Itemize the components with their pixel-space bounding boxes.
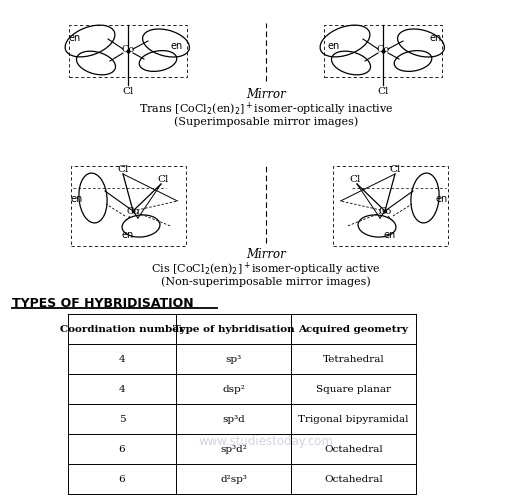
- Text: sp³d²: sp³d²: [220, 444, 247, 453]
- Text: en: en: [435, 193, 447, 203]
- Text: (Non-superimposable mirror images): (Non-superimposable mirror images): [161, 276, 371, 287]
- Text: Acquired geometry: Acquired geometry: [298, 325, 409, 334]
- Text: Co: Co: [127, 207, 139, 216]
- Text: Mirror: Mirror: [246, 247, 286, 260]
- Text: Cl: Cl: [389, 164, 401, 173]
- Text: 5: 5: [119, 415, 126, 424]
- Text: Cl: Cl: [377, 86, 389, 95]
- Text: Tetrahedral: Tetrahedral: [322, 355, 385, 364]
- Text: Cis [CoCl$_2$(en)$_2$]$^+$isomer-optically active: Cis [CoCl$_2$(en)$_2$]$^+$isomer-optical…: [151, 260, 381, 277]
- Text: Coordination number: Coordination number: [60, 325, 184, 334]
- Text: www.studiestoday.com: www.studiestoday.com: [198, 435, 334, 447]
- Text: Type of hybridisation: Type of hybridisation: [173, 325, 294, 334]
- Text: 6: 6: [119, 474, 126, 483]
- Text: Co: Co: [376, 46, 389, 55]
- Text: en: en: [171, 41, 183, 51]
- Text: en: en: [122, 229, 134, 239]
- Text: Trans [CoCl$_2$(en)$_2$]$^+$isomer-optically inactive: Trans [CoCl$_2$(en)$_2$]$^+$isomer-optic…: [139, 100, 393, 117]
- Text: Cl: Cl: [122, 86, 134, 95]
- Text: sp³d: sp³d: [222, 415, 245, 424]
- Text: TYPES OF HYBRIDISATION: TYPES OF HYBRIDISATION: [12, 297, 194, 310]
- Text: Mirror: Mirror: [246, 87, 286, 100]
- Text: en: en: [384, 229, 396, 239]
- Text: dsp²: dsp²: [222, 385, 245, 394]
- Text: Co: Co: [121, 46, 135, 55]
- Text: Co: Co: [378, 207, 392, 216]
- Text: Octahedral: Octahedral: [324, 474, 383, 483]
- Bar: [71, 167, 186, 246]
- Text: Trigonal bipyramidal: Trigonal bipyramidal: [298, 415, 409, 424]
- Text: Cl: Cl: [118, 164, 129, 173]
- Text: Cl: Cl: [157, 174, 169, 183]
- Text: en: en: [328, 41, 340, 51]
- Text: Square planar: Square planar: [316, 385, 391, 394]
- Text: en: en: [430, 33, 442, 43]
- Bar: [324, 26, 442, 78]
- Text: 4: 4: [119, 385, 126, 394]
- Bar: [332, 167, 447, 246]
- Text: d²sp³: d²sp³: [220, 474, 247, 483]
- Text: 4: 4: [119, 355, 126, 364]
- Text: en: en: [70, 193, 82, 203]
- Text: Octahedral: Octahedral: [324, 444, 383, 453]
- Text: Cl: Cl: [350, 174, 361, 183]
- Bar: [69, 26, 187, 78]
- Text: 6: 6: [119, 444, 126, 453]
- Text: sp³: sp³: [226, 355, 242, 364]
- Text: en: en: [69, 33, 81, 43]
- Text: (Superimposable mirror images): (Superimposable mirror images): [174, 117, 358, 127]
